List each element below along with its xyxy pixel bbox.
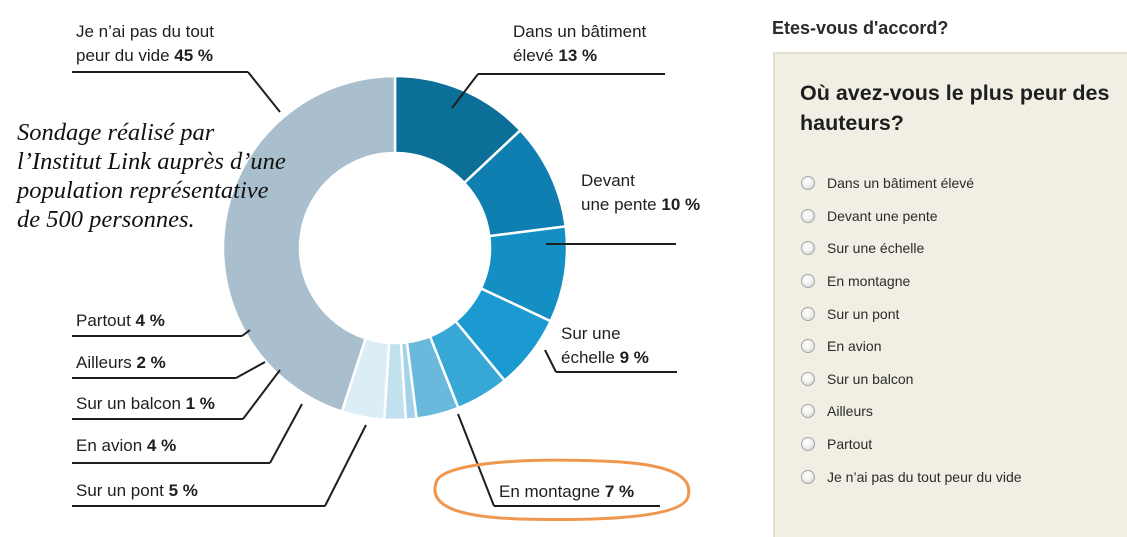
radio-button[interactable]: [801, 339, 815, 354]
slice-label: Sur une échelle 9 %: [561, 324, 649, 367]
survey-note: Sondage réalisé par l’Institut Link aupr…: [17, 119, 286, 233]
radio-button[interactable]: [801, 208, 815, 223]
donut-chart: Dans un bâtiment élevé 13 % Devant une pent…: [72, 22, 700, 522]
slice-percent: 9 %: [615, 348, 649, 367]
poll-option-label: En montagne: [827, 273, 911, 290]
slice-percent: 5 %: [164, 481, 198, 500]
donut-slice: [221, 74, 397, 414]
poll-option[interactable]: En montagne: [801, 265, 1022, 298]
poll-option[interactable]: Sur une échelle: [801, 232, 1022, 265]
leader-line: [324, 424, 367, 507]
poll-option[interactable]: Devant une pente: [801, 200, 1022, 233]
slice-label: Dans un bâtiment élevé 13 %: [513, 22, 647, 65]
radio-button[interactable]: [801, 404, 815, 419]
poll-option[interactable]: Partout: [801, 428, 1022, 461]
poll-option-label: Sur un pont: [827, 305, 900, 322]
slice-label: Partout 4 %: [76, 311, 165, 330]
slice-label: En montagne 7 %: [499, 482, 634, 501]
radio-button[interactable]: [801, 371, 815, 386]
radio-button[interactable]: [801, 176, 815, 191]
leader-line: [242, 369, 281, 420]
poll-option-label: Je n’ai pas du tout peur du vide: [827, 468, 1022, 485]
slice-label: Sur un pont 5 %: [76, 481, 198, 500]
leader-line: [269, 403, 303, 464]
slice-label: Sur un balcon 1 %: [76, 394, 215, 413]
poll-option-label: Sur une échelle: [827, 240, 925, 257]
poll-option[interactable]: Je n’ai pas du tout peur du vide: [801, 460, 1022, 493]
poll-header: Etes-vous d'accord?: [772, 18, 949, 38]
poll-option[interactable]: Sur un pont: [801, 297, 1022, 330]
poll-option[interactable]: Dans un bâtiment élevé: [801, 167, 1022, 200]
slice-percent: 45 %: [170, 46, 213, 65]
radio-button[interactable]: [801, 241, 815, 256]
slice-percent: 10 %: [657, 195, 700, 214]
poll-question: Où avez-vous le plus peur des hauteurs?: [800, 81, 1110, 135]
radio-button[interactable]: [801, 306, 815, 321]
slice-percent: 1 %: [181, 394, 215, 413]
slice-percent: 4 %: [131, 311, 165, 330]
poll-option-label: En avion: [827, 338, 882, 355]
poll-options: Dans un bâtiment élevé Devant une pente …: [801, 167, 1022, 493]
slice-percent: 13 %: [554, 46, 597, 65]
slice-label: En avion 4 %: [76, 436, 176, 455]
radio-button[interactable]: [801, 469, 815, 484]
poll-option-label: Sur un balcon: [827, 370, 914, 387]
highlight-circle: [433, 458, 691, 522]
leader-line: [247, 71, 281, 113]
poll-option-label: Devant une pente: [827, 207, 938, 224]
radio-button[interactable]: [801, 437, 815, 452]
leader-line: [544, 349, 557, 373]
leader-line: [457, 413, 495, 507]
slice-percent: 7 %: [600, 482, 634, 501]
slice-percent: 2 %: [132, 353, 166, 372]
poll-option-label: Partout: [827, 436, 873, 453]
slice-percent: 4 %: [142, 436, 176, 455]
slice-label: Devant une pente 10 %: [581, 171, 700, 214]
poll-option[interactable]: Sur un balcon: [801, 363, 1022, 396]
poll-option-label: Ailleurs: [827, 403, 873, 420]
poll-panel: Où avez-vous le plus peur des hauteurs? …: [773, 52, 1127, 537]
slice-label: Ailleurs 2 %: [76, 353, 166, 372]
leader-line: [451, 73, 479, 109]
leader-line: [235, 361, 266, 379]
leader-line: [241, 329, 251, 337]
poll-option[interactable]: Ailleurs: [801, 395, 1022, 428]
radio-button[interactable]: [801, 274, 815, 289]
poll-option[interactable]: En avion: [801, 330, 1022, 363]
slice-label: Je n’ai pas du tout peur du vide 45 %: [76, 22, 214, 65]
poll-option-label: Dans un bâtiment élevé: [827, 175, 975, 192]
